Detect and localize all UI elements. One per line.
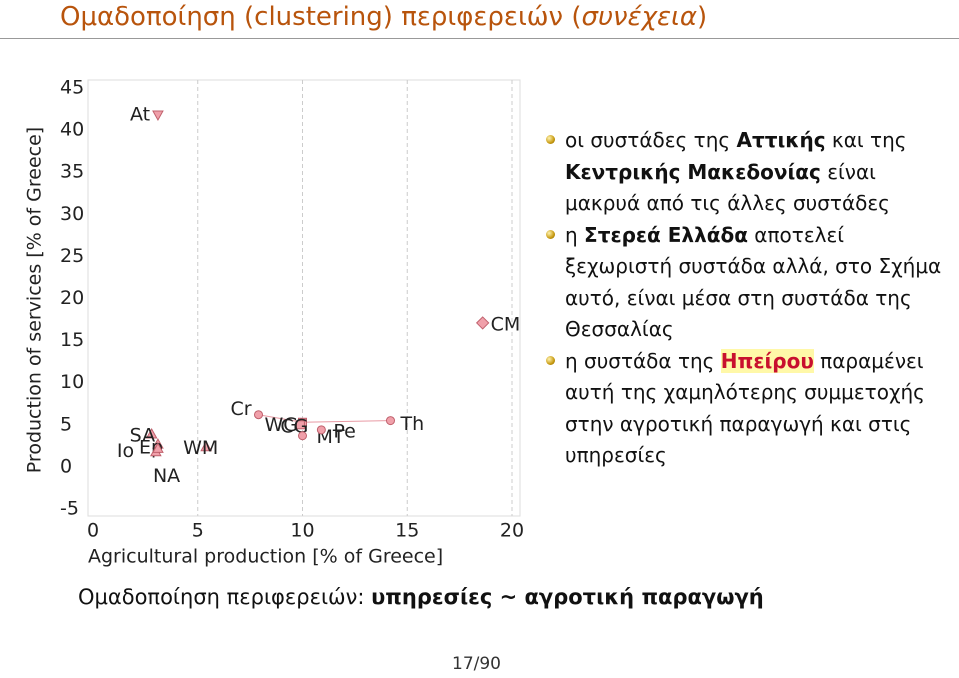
text-segment: αποτελεί ξεχωριστή συστάδα αλλά, στο Σχή… [565,222,942,342]
y-tick-label: 30 [60,203,84,225]
bullet: οι συστάδες της Αττικής και της Κεντρική… [546,125,955,220]
point [254,410,264,420]
bullet: η Στερεά Ελλάδα αποτελεί ξεχωριστή συστά… [546,220,955,346]
point-label: Cr [231,398,252,420]
point-label: Pe [333,420,355,442]
x-tick-label: 10 [290,520,314,542]
point [385,416,395,426]
caption: Ομαδοποίηση περιφερειών: υπηρεσίες ~ αγρ… [78,585,764,609]
point-label: WM [183,437,218,459]
x-tick-label: 0 [87,520,99,542]
point [295,420,305,430]
text-segment: συνέχεια [581,2,697,32]
x-tick-label: 20 [500,520,524,542]
point [145,428,158,439]
point [200,440,212,452]
slide-title: Ομαδοποίηση (clustering) περιφερειών (συ… [60,2,707,32]
title-rule [0,38,959,39]
point-label: Io [117,440,134,462]
point [316,425,326,435]
text-segment: και της [825,128,907,152]
y-tick-label: 20 [60,287,84,309]
x-tick-label: 15 [395,520,419,542]
point-label: SA [130,425,155,447]
point-label: CM [491,313,521,335]
text-segment: υπηρεσίες ~ αγροτική παραγωγή [371,585,764,609]
page-number: 17/90 [452,654,501,674]
y-tick-label: 5 [60,413,72,435]
point-label: Th [399,413,424,435]
x-axis-label: Agricultural production [% of Greece] [88,546,443,568]
text-segment: η συστάδα της [565,348,721,373]
point-label: NA [153,465,180,487]
text-segment: Στερεά Ελλάδα [584,222,748,247]
point [298,431,307,441]
x-tick-label: 5 [192,520,204,542]
text-segment: Ομαδοποίηση (clustering) περιφερειών ( [60,2,582,32]
y-tick-label: 45 [60,77,84,99]
y-tick-label: 0 [60,455,72,477]
y-tick-label: 35 [60,161,84,183]
point [475,316,490,330]
text-segment: η [565,222,585,247]
text-segment: Αττικής [736,128,826,152]
y-axis-label: Production of services [% of Greece] [24,127,46,473]
y-tick-label: 15 [60,329,84,351]
text-segment: οι συστάδες της [565,128,737,152]
bullet-list: οι συστάδες της Αττικής και της Κεντρική… [546,125,955,472]
point [152,442,164,453]
text-segment: ) [696,2,708,32]
point-label: At [130,103,150,125]
y-tick-label: 25 [60,245,84,267]
text-segment: Ηπείρου [720,348,814,373]
point-label: WG [265,414,299,436]
y-tick-label: -5 [60,498,79,520]
text-segment: Ομαδοποίηση περιφερειών: [78,585,372,609]
text-segment: παραμένει αυτή της χαμηλότερης συμμετοχή… [565,348,925,468]
text-segment: είναι μακρυά από τις άλλες συστάδες [565,159,890,216]
text-segment: Κεντρικής Μακεδονίας [565,159,821,184]
plot-frame [87,79,521,517]
y-tick-label: 40 [60,119,84,141]
y-tick-label: 10 [60,371,84,393]
point [152,110,164,121]
bullet: η συστάδα της Ηπείρου παραμένει αυτή της… [546,346,955,472]
